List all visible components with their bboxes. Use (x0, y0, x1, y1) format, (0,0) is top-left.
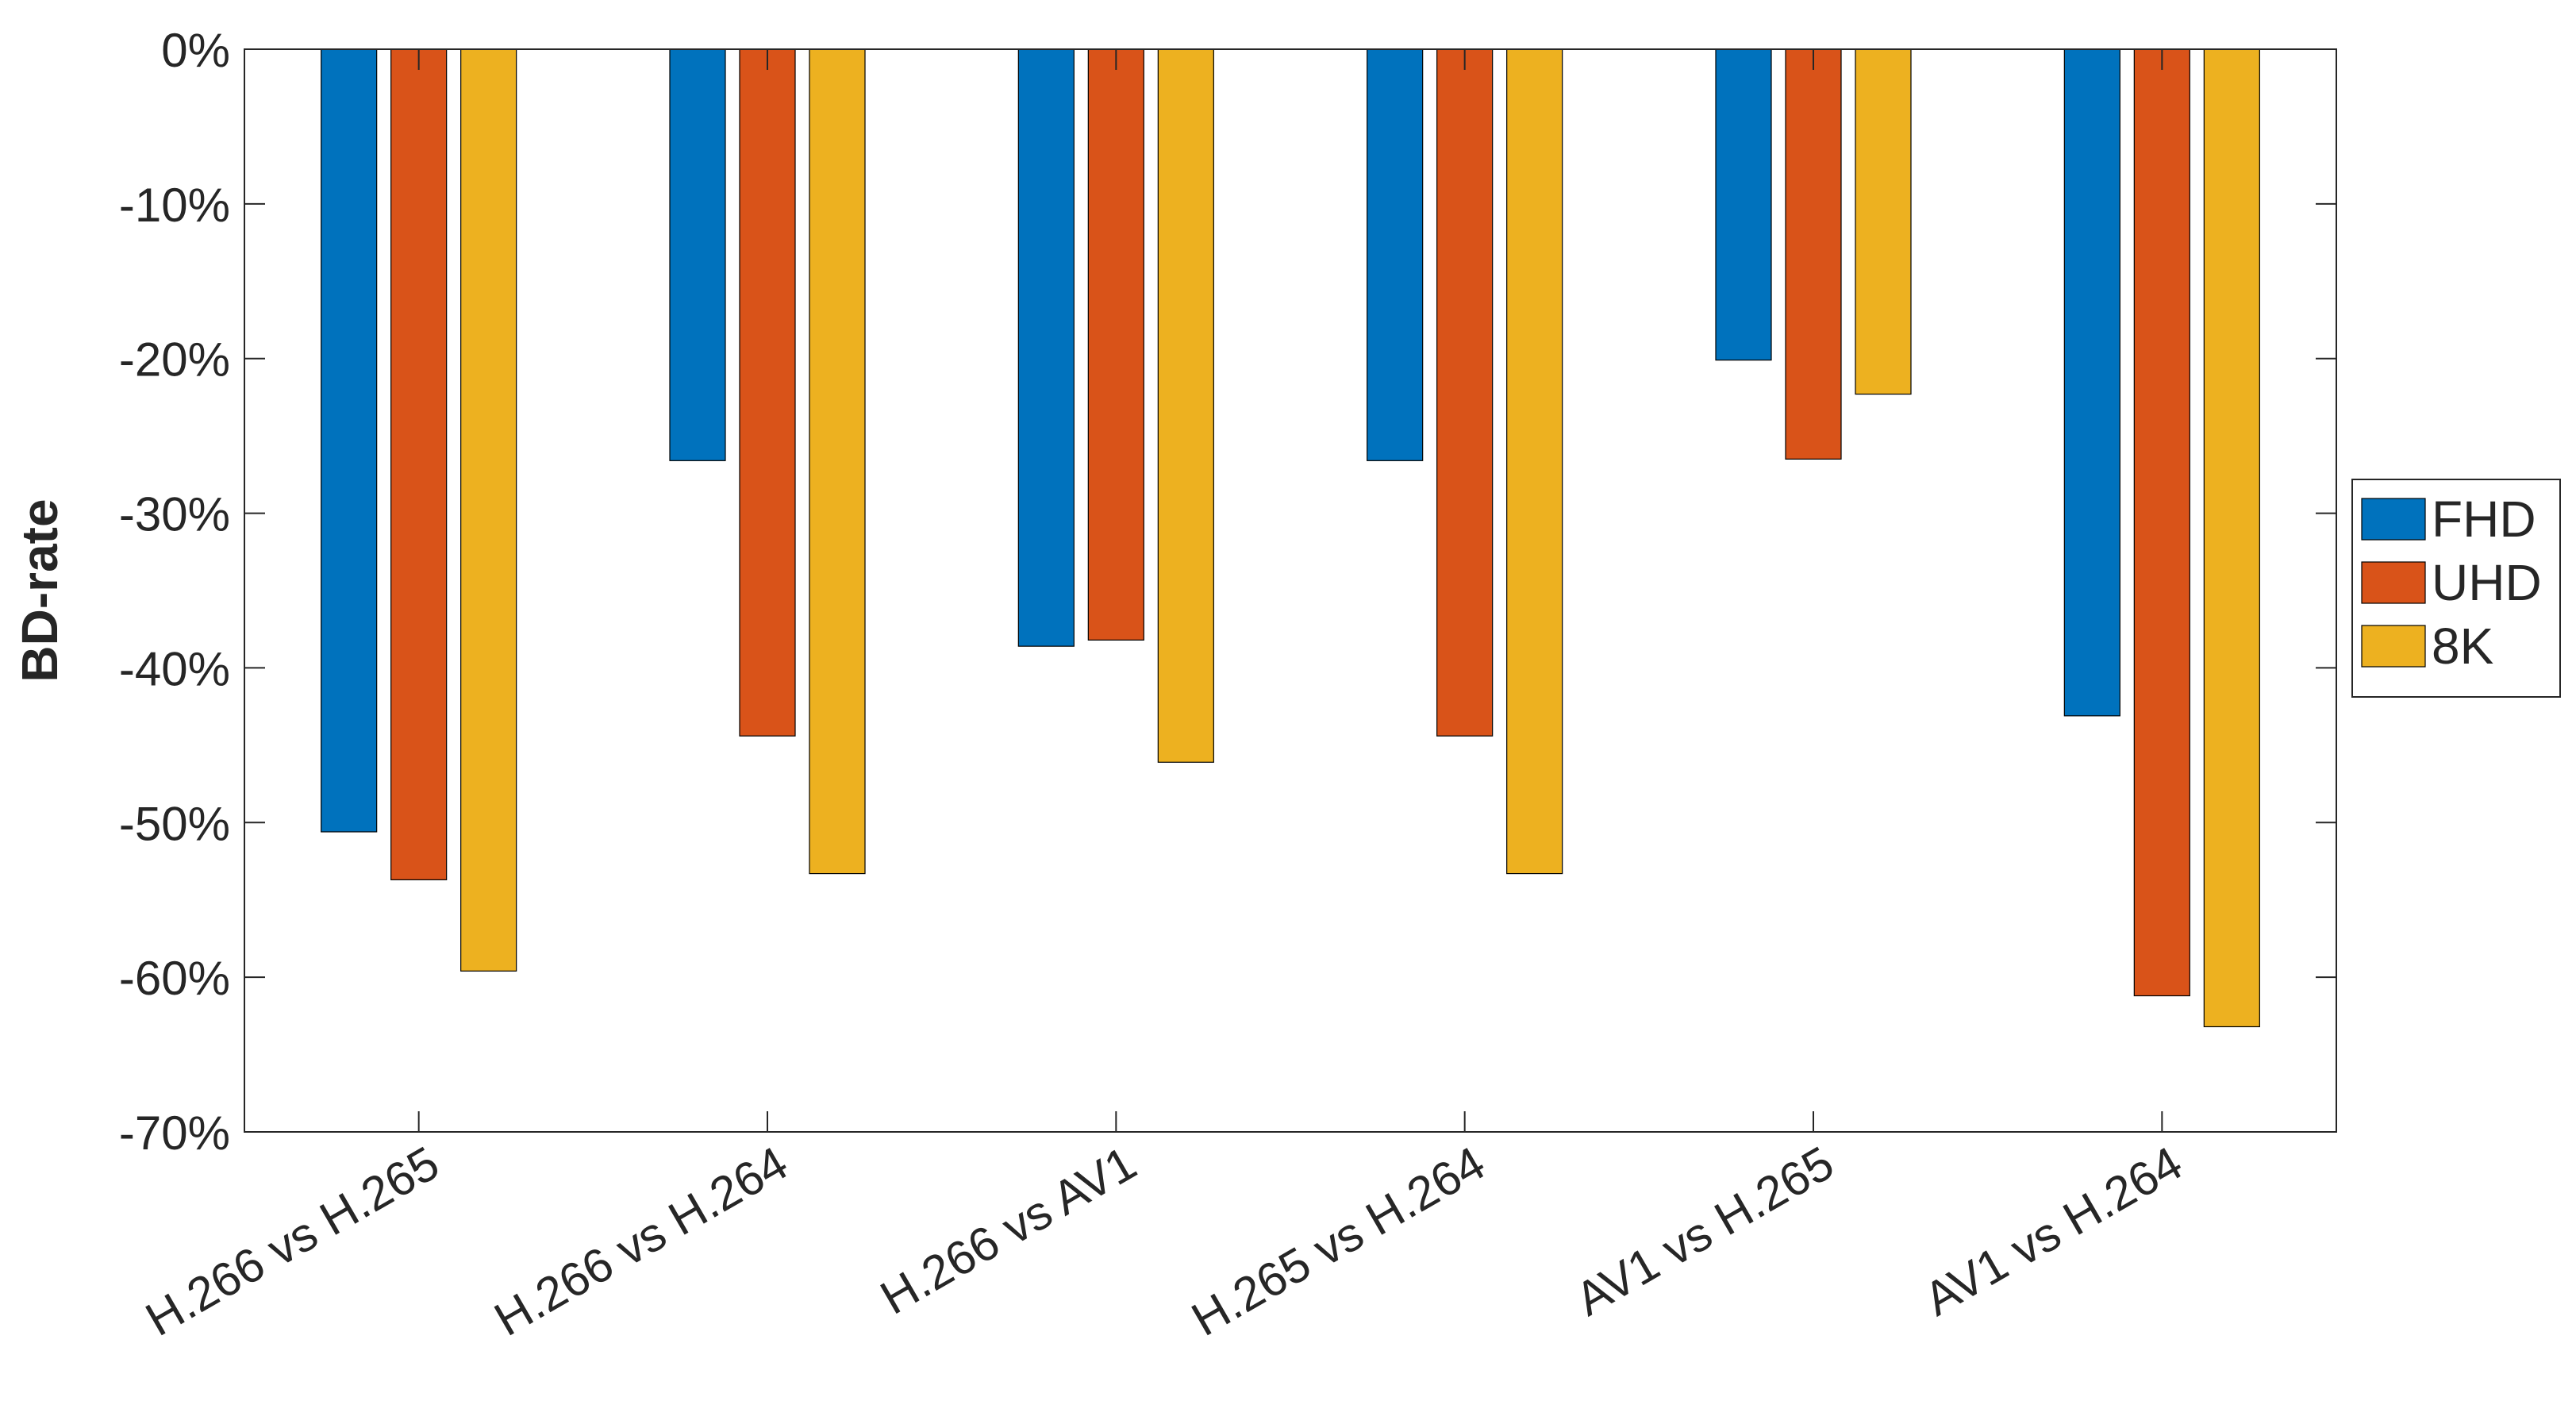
x-tick-labels: H.266 vs H.265 H.266 vs H.264 H.266 vs AV1… (137, 1136, 2191, 1346)
bar-fhd-4 (1367, 48, 1424, 461)
bar-8k-3 (1157, 48, 1214, 763)
y-tick-label: -70% (119, 1106, 230, 1160)
y-tick-label: -20% (119, 333, 230, 387)
bar-uhd-2 (739, 48, 796, 737)
legend-swatch-uhd (2361, 561, 2426, 604)
plot-frame (244, 48, 2337, 1133)
y-tick-labels: 0% -10% -20% -30% -40% -50% -60% -70% (119, 24, 230, 1160)
bar-uhd-5 (1785, 48, 1842, 460)
bar-fhd-5 (1715, 48, 1772, 361)
y-tick-label: -60% (119, 952, 230, 1005)
x-tick-label: H.266 vs H.264 (486, 1136, 797, 1346)
bar-uhd-1 (390, 48, 448, 880)
legend-swatch-fhd (2361, 498, 2426, 541)
y-axis-label: BD-rate (11, 498, 68, 682)
legend: FHD UHD 8K (2351, 479, 2561, 698)
bar-uhd-3 (1087, 48, 1144, 641)
bar-fhd-3 (1017, 48, 1075, 647)
x-tick-label: H.266 vs H.265 (137, 1136, 448, 1346)
bar-8k-2 (809, 48, 866, 875)
bar-uhd-6 (2133, 48, 2190, 997)
legend-label-8k: 8K (2432, 618, 2493, 675)
bar-8k-5 (1855, 48, 1912, 395)
ticks-group (244, 48, 2336, 1133)
bar-8k-1 (460, 48, 517, 972)
y-tick-label: -30% (119, 488, 230, 541)
legend-swatch-8k (2361, 625, 2426, 668)
bar-fhd-2 (669, 48, 726, 461)
x-tick-label: AV1 vs H.265 (1567, 1136, 1842, 1326)
bar-8k-4 (1506, 48, 1563, 875)
y-tick-label: 0% (161, 24, 230, 77)
x-tick-label: H.265 vs H.264 (1183, 1136, 1494, 1346)
y-tick-label: -10% (119, 179, 230, 232)
bar-8k-6 (2203, 48, 2260, 1028)
bar-fhd-6 (2063, 48, 2120, 717)
y-tick-label: -50% (119, 797, 230, 850)
legend-label-uhd: UHD (2432, 554, 2542, 611)
bar-uhd-4 (1436, 48, 1494, 737)
bars-group (321, 48, 2260, 1028)
x-tick-label: H.266 vs AV1 (871, 1136, 1144, 1325)
y-tick-label: -40% (119, 642, 230, 695)
x-tick-label: AV1 vs H.264 (1915, 1136, 2190, 1326)
bar-fhd-1 (321, 48, 378, 833)
legend-label-fhd: FHD (2432, 491, 2536, 548)
